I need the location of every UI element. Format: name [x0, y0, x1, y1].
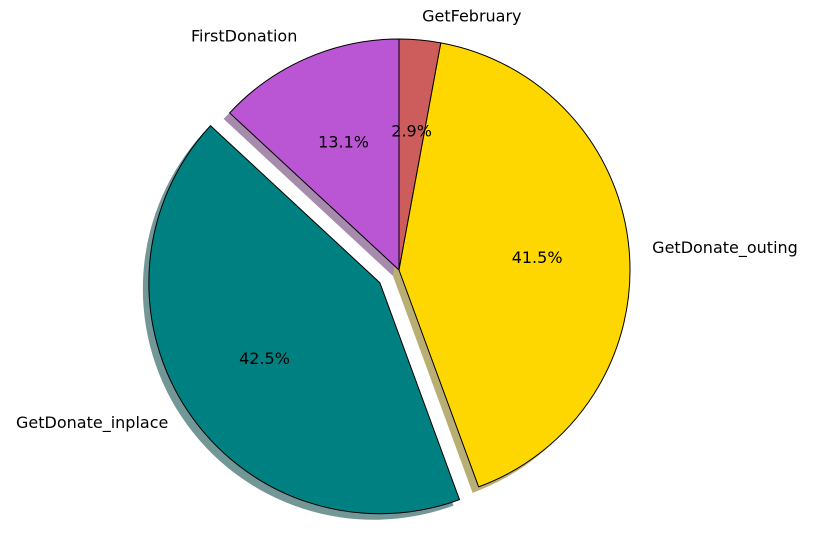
- label-layer: GetFebruary 2.9% GetDonate_outing 41.5% GetD…: [16, 6, 798, 433]
- pct-label-getfebruary: 2.9%: [391, 121, 432, 140]
- slice-layer: [148, 38, 631, 515]
- pie-slice-getdonate-inplace: [148, 125, 460, 515]
- pie-slice-getdonate-outing: [398, 42, 631, 488]
- pct-label-getdonate-outing: 41.5%: [512, 248, 563, 267]
- slice-label-getdonate-inplace: GetDonate_inplace: [16, 413, 168, 433]
- slice-label-getdonate-outing: GetDonate_outing: [652, 238, 798, 258]
- slice-label-firstdonation: FirstDonation: [191, 27, 297, 46]
- slice-label-getfebruary: GetFebruary: [422, 6, 521, 25]
- pct-label-firstdonation: 13.1%: [318, 132, 369, 151]
- pie-slice-firstdonation: [229, 38, 400, 271]
- pct-label-getdonate-inplace: 42.5%: [239, 349, 290, 368]
